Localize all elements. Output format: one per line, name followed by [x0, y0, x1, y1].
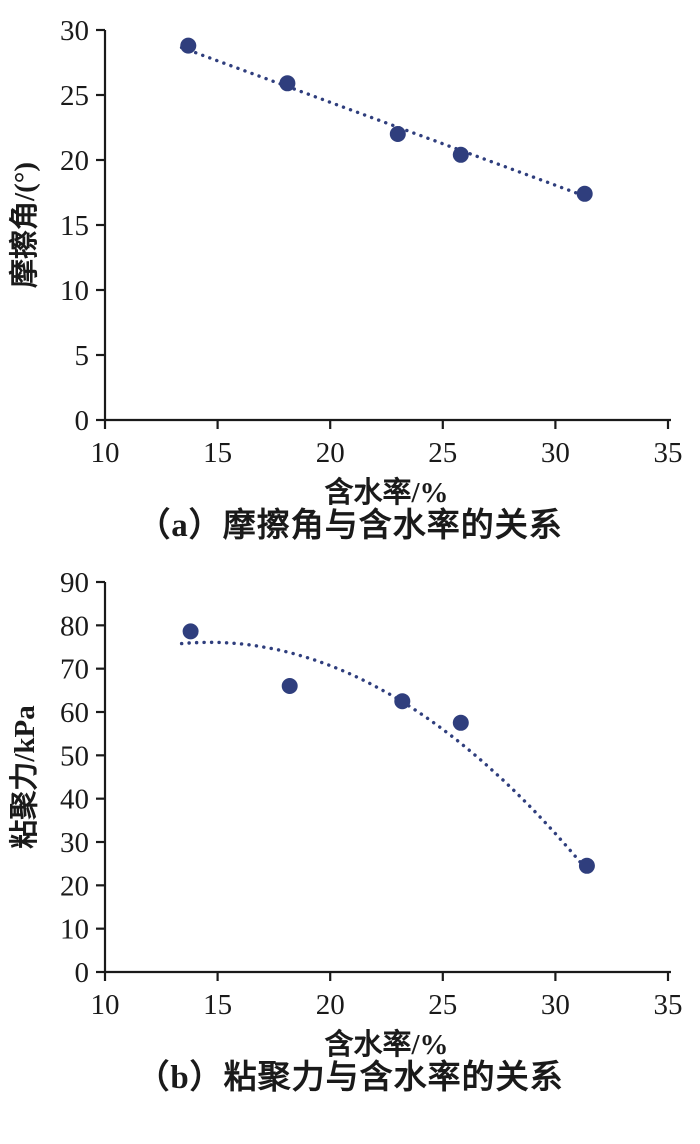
page: 10 15 20 25 30 35 0 5 10 15 20 25 30 含水率/% 摩擦角/(°) （a）… [0, 6, 700, 1098]
data-point [182, 623, 199, 640]
y-tick-label: 10 [60, 914, 89, 946]
data-point [576, 185, 593, 202]
y-axis-label: 粘聚力/kPa [8, 705, 41, 849]
x-tick-label: 25 [428, 437, 457, 469]
trend-line [179, 45, 591, 200]
x-tick-label: 35 [654, 989, 683, 1021]
axes [103, 30, 671, 422]
y-tick-label: 40 [60, 784, 89, 816]
data-point [389, 126, 406, 142]
x-tick-label: 15 [203, 989, 232, 1021]
y-tick-label: 90 [60, 567, 89, 599]
y-axis-label: 摩擦角/(°) [7, 162, 41, 288]
data-point [452, 146, 469, 163]
figure-b: 10 15 20 25 30 35 0 10 20 30 40 50 60 70 80 90 含水率/% 粘聚力/… [0, 558, 700, 1098]
data-point [452, 714, 469, 731]
data-point [394, 693, 411, 710]
caption-b: （b）粘聚力与含水率的关系 [136, 1059, 564, 1096]
x-tick-label: 10 [91, 989, 120, 1021]
x-tick-label: 20 [316, 989, 345, 1021]
y-tick-label: 30 [60, 15, 89, 47]
y-tick-label: 0 [75, 405, 90, 437]
y-tick-label: 30 [60, 827, 89, 859]
data-point [578, 857, 595, 874]
x-tick-label: 25 [428, 989, 457, 1021]
y-tick-label: 20 [60, 870, 89, 902]
axes [103, 581, 671, 974]
data-point [180, 37, 197, 54]
y-tick-label: 80 [60, 610, 89, 642]
friction-angle-chart: 10 15 20 25 30 35 0 5 10 15 20 25 30 含水率/% 摩擦角/(°) [7, 15, 683, 508]
x-tick-label: 30 [541, 989, 570, 1021]
y-tick-label: 0 [75, 957, 90, 989]
x-axis-label: 含水率/% [324, 1027, 448, 1060]
y-tick-label: 20 [60, 145, 89, 177]
x-tick-label: 10 [91, 437, 120, 469]
y-tick-label: 60 [60, 697, 89, 729]
data-point [279, 75, 296, 92]
trend-line [179, 640, 589, 872]
y-tick-label: 25 [60, 80, 89, 112]
x-tick-label: 20 [316, 437, 345, 469]
y-tick-label: 15 [60, 210, 89, 242]
y-tick-label: 70 [60, 654, 89, 686]
cohesion-chart: 10 15 20 25 30 350102030405060708090含水率/%粘聚力/… [8, 567, 683, 1060]
x-tick-label: 35 [654, 437, 683, 469]
y-tick-label: 10 [60, 275, 89, 307]
y-tick-label: 5 [75, 340, 90, 372]
data-point [281, 677, 298, 694]
y-tick-label: 50 [60, 740, 89, 772]
x-axis-label: 含水率/% [324, 475, 448, 508]
x-tick-label: 15 [203, 437, 232, 469]
x-tick-label: 30 [541, 437, 570, 469]
caption-a: （a）摩擦角与含水率的关系 [137, 508, 563, 544]
figure-a: 10 15 20 25 30 35 0 5 10 15 20 25 30 含水率/% 摩擦角/(°) （a）… [0, 6, 700, 546]
